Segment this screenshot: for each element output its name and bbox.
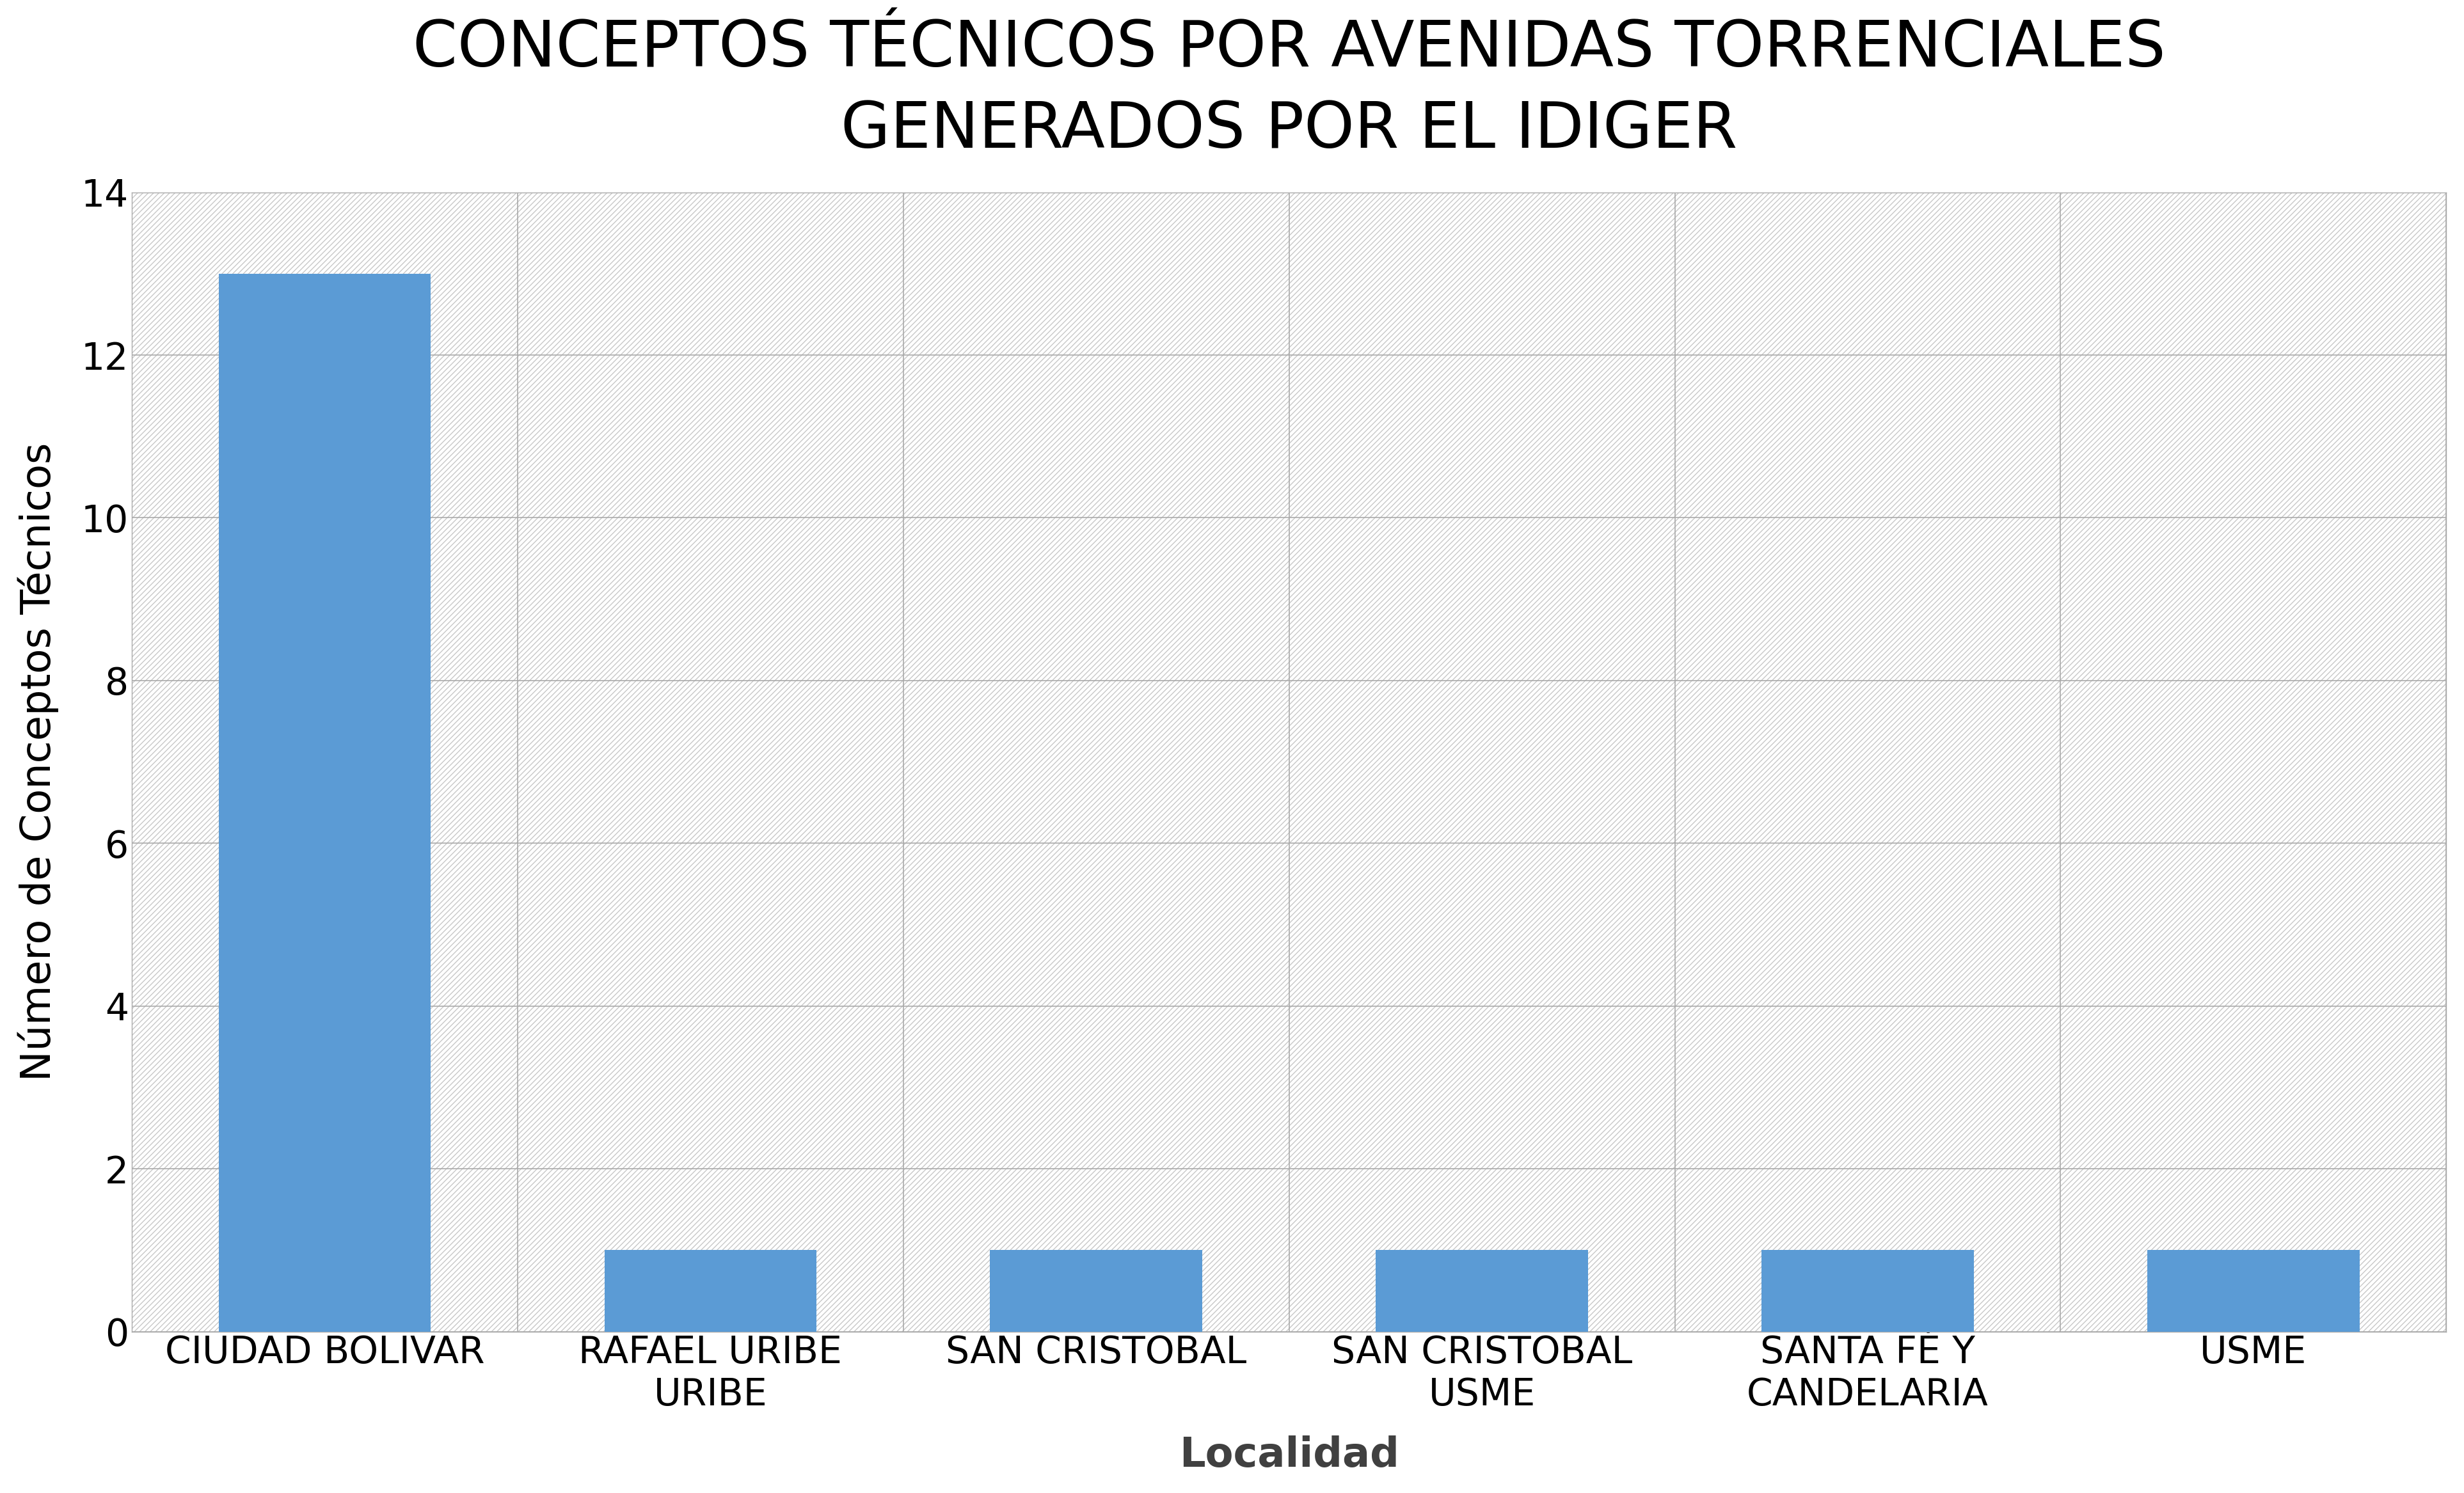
Bar: [604, 1250, 816, 1332]
Bar: [219, 273, 431, 1332]
Bar: [1375, 1250, 1587, 1332]
X-axis label: Localidad: Localidad: [1180, 1436, 1400, 1475]
Bar: [133, 193, 2447, 1332]
Bar: [991, 1250, 1202, 1332]
Bar: [1762, 1250, 1974, 1332]
Bar: [2146, 1250, 2361, 1332]
Title: CONCEPTOS TÉCNICOS POR AVENIDAS TORRENCIALES
GENERADOS POR EL IDIGER: CONCEPTOS TÉCNICOS POR AVENIDAS TORRENCI…: [411, 18, 2166, 161]
Y-axis label: Número de Conceptos Técnicos: Número de Conceptos Técnicos: [17, 442, 59, 1081]
